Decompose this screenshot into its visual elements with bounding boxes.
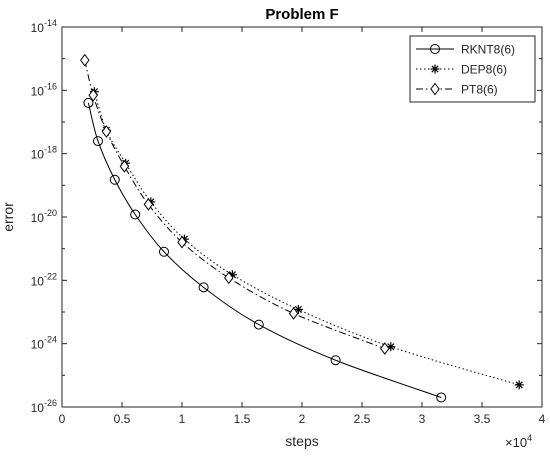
x-multiplier-exponent: 4 xyxy=(527,433,532,443)
data-point xyxy=(224,271,234,285)
x-tick-label: 1.5 xyxy=(234,412,251,426)
data-point xyxy=(330,355,341,366)
data-point xyxy=(293,304,303,314)
legend-item: PT8(6) xyxy=(416,83,498,97)
legend-marker xyxy=(430,44,440,54)
x-multiplier-base: 10 xyxy=(513,435,527,450)
series-line-RKNT8(6) xyxy=(87,102,442,398)
y-tick-label: 10-18 xyxy=(31,145,57,162)
legend-label: RKNT8(6) xyxy=(461,43,515,57)
x-tick-label: 0 xyxy=(59,412,66,426)
legend: RKNT8(6) DEP8(6) PT8(6) xyxy=(409,35,536,103)
chart-title: Problem F xyxy=(265,6,338,23)
x-axis-multiplier: ×104 xyxy=(505,433,532,450)
x-tick-label: 2 xyxy=(299,412,306,426)
y-axis-label: error xyxy=(0,202,16,232)
x-tick-label: 3 xyxy=(419,412,426,426)
data-point xyxy=(288,307,299,320)
y-tick-label: 10-22 xyxy=(31,271,57,288)
x-tick-label: 3.5 xyxy=(474,412,491,426)
data-point xyxy=(101,125,112,138)
data-point xyxy=(198,282,209,293)
data-point xyxy=(109,174,120,185)
legend-label: DEP8(6) xyxy=(461,63,507,77)
legend-marker xyxy=(430,82,440,96)
data-point xyxy=(130,209,141,220)
legend-marker xyxy=(430,64,440,74)
x-tick-label: 1 xyxy=(179,412,186,426)
data-point xyxy=(177,235,187,249)
data-point xyxy=(119,159,130,173)
y-tick-label: 10-20 xyxy=(31,208,57,225)
data-point xyxy=(253,319,264,330)
x-tick-label: 2.5 xyxy=(354,412,371,426)
data-point xyxy=(93,136,103,147)
y-tick-label: 10-26 xyxy=(31,398,57,415)
axes-layer: 0 0.5 1 1.5 2 2.5 3 3.5 4 10-26 10-24 10-22 10-20 10-… xyxy=(31,18,546,426)
data-point xyxy=(436,392,447,403)
data-point xyxy=(143,198,154,211)
data-point xyxy=(88,88,98,102)
legend-label: PT8(6) xyxy=(461,83,498,97)
data-point xyxy=(83,97,94,108)
legend-item: DEP8(6) xyxy=(416,63,507,77)
data-point xyxy=(514,380,524,390)
series-layer xyxy=(80,53,524,403)
x-axis-label: steps xyxy=(285,433,318,449)
data-point xyxy=(380,342,390,355)
series-PT8(6) xyxy=(80,53,390,355)
y-tick-label: 10-24 xyxy=(31,335,57,352)
y-tick-label: 10-14 xyxy=(31,18,57,35)
x-tick-label: 4 xyxy=(539,412,546,426)
series-RKNT8(6) xyxy=(83,97,447,403)
legend-item: RKNT8(6) xyxy=(416,43,515,57)
data-point xyxy=(80,53,90,67)
y-tick-label: 10-16 xyxy=(31,81,57,98)
x-tick-label: 0.5 xyxy=(114,412,131,426)
data-point xyxy=(159,246,169,257)
